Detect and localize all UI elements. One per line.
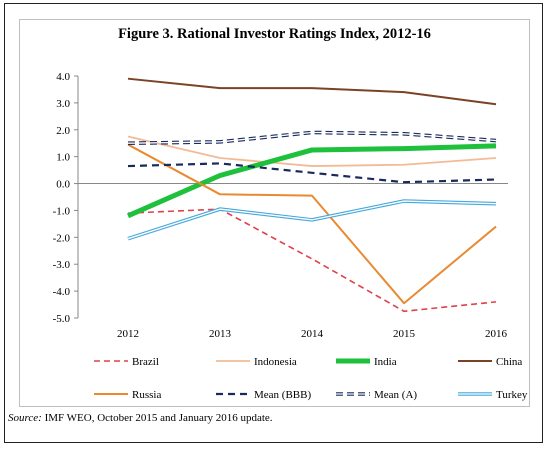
y-tick-label: 4.0 (56, 71, 70, 83)
y-tick-label: -2.0 (53, 232, 71, 244)
legend-item-india: India (336, 356, 397, 368)
legend-label: China (496, 356, 522, 368)
y-tick-label: -5.0 (53, 313, 71, 325)
series-mean-a (127, 130, 497, 146)
legend-label: Indonesia (254, 356, 297, 368)
legend-label: Russia (132, 389, 161, 401)
x-tick-label: 2013 (209, 328, 232, 340)
series-line (127, 143, 497, 305)
series-line (127, 208, 497, 313)
series-line-outer (127, 130, 497, 146)
series-china (127, 77, 497, 106)
series-line-inner (127, 131, 497, 144)
legend-label: Mean (A) (374, 389, 417, 401)
x-tick-label: 2014 (301, 328, 324, 340)
y-tick-label: -1.0 (53, 205, 71, 217)
series-turkey (127, 199, 497, 241)
source-prefix: Source: (8, 412, 42, 424)
y-tick-label: -4.0 (53, 286, 71, 298)
y-tick-label: -3.0 (53, 259, 71, 271)
y-tick-label: 3.0 (56, 98, 70, 110)
legend-item-turkey: Turkey (458, 389, 528, 401)
legend-label: Turkey (496, 389, 528, 401)
x-tick-label: 2016 (485, 328, 508, 340)
legend-label: India (374, 356, 397, 368)
legend-item-mean-a: Mean (A) (336, 389, 417, 401)
series-brazil (127, 208, 497, 313)
legend-item-mean-bbb: Mean (BBB) (216, 389, 311, 401)
series-indonesia (127, 135, 497, 167)
legend-item-russia: Russia (94, 389, 161, 401)
legend-label: Brazil (132, 356, 159, 368)
series-russia (127, 143, 497, 305)
legend-label: Mean (BBB) (254, 389, 311, 401)
legend-item-indonesia: Indonesia (216, 356, 297, 368)
figure-frame: 4.0 3.0 2.0 1.0 0.0 -1.0 -2.0 -3.0 -4.0 -5.0 2012 2… (4, 3, 543, 443)
source-text: IMF WEO, October 2015 and January 2016 u… (41, 412, 273, 424)
chart-title: Figure 3. Rational Investor Ratings Inde… (118, 26, 431, 42)
source-note: Source: IMF WEO, October 2015 and Januar… (8, 412, 273, 424)
series-mean-bbb (127, 162, 497, 184)
x-tick-label: 2015 (393, 328, 416, 340)
series-line (127, 77, 497, 106)
y-tick-label: 1.0 (56, 152, 70, 164)
series-india (126, 143, 497, 219)
chart-area: 4.0 3.0 2.0 1.0 0.0 -1.0 -2.0 -3.0 -4.0 -5.0 2012 2… (19, 19, 530, 407)
y-tick-label: 0.0 (56, 179, 70, 191)
line-chart: 4.0 3.0 2.0 1.0 0.0 -1.0 -2.0 -3.0 -4.0 -5.0 2012 2… (53, 71, 528, 401)
legend-item-brazil: Brazil (94, 356, 159, 368)
legend-item-china: China (458, 356, 522, 368)
x-tick-label: 2012 (117, 328, 139, 340)
y-tick-label: 2.0 (56, 125, 70, 137)
